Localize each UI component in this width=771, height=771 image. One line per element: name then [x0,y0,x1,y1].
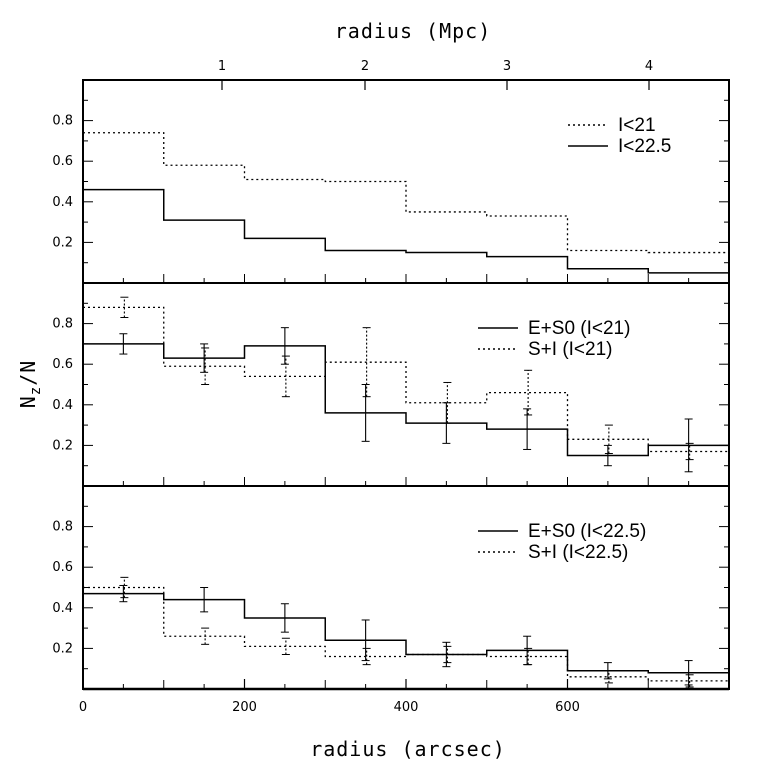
y-axis-tick-label: 0.8 [52,520,73,535]
x-axis-tick-label: 600 [555,700,580,715]
y-axis-title-main: N [16,395,40,408]
x-axis-title: radius (arcsec) [310,737,506,761]
legend-label: S+I (I<22.5) [528,542,628,563]
panel-1: 0.2 0.4 0.6 0.8 I<21I<22.5 [52,79,730,284]
panel-3: 0.2 0.4 0.6 0.8 E+S0 (I<22.5)S+I (I<22.5) [52,485,730,690]
top-axis-tick-label: 4 [645,59,653,74]
y-axis-tick-label: 0.8 [52,114,73,129]
series-line [83,132,729,254]
panel-frame [82,485,730,690]
y-axis-title-suffix: /N [16,360,40,386]
y-axis-tick-label: 0.2 [52,641,73,656]
x-axis-tick-label: 0 [79,700,87,715]
series-line [83,188,729,274]
top-axis-title: radius (Mpc) [335,19,492,43]
y-axis-tick-label: 0.6 [52,560,73,575]
series-line [83,592,729,674]
top-axis-tick-label: 3 [503,59,511,74]
y-axis-tick-label: 0.2 [52,438,73,453]
y-axis-tick-label: 0.6 [52,357,73,372]
series-line [83,306,729,453]
top-axis-tick-label: 2 [361,59,369,74]
legend-label: E+S0 (I<22.5) [528,521,646,542]
legend-label: I<22.5 [618,136,671,157]
panel-2: 0.2 0.4 0.6 0.8 E+S0 (I<21)S+I (I<21) [52,282,730,487]
legend-label: S+I (I<21) [528,339,613,360]
y-axis-tick-label: 0.4 [52,601,73,616]
top-axis-tick-label: 1 [218,59,226,74]
x-axis-tick-label: 200 [232,700,257,715]
y-axis-tick-label: 0.4 [52,398,73,413]
svg-text:Nz/N: Nz/N [16,360,44,409]
y-axis-tick-label: 0.4 [52,195,73,210]
y-axis-tick-label: 0.8 [52,317,73,332]
legend-label: E+S0 (I<21) [528,318,630,339]
x-axis-tick-label: 400 [394,700,419,715]
series-line [83,343,729,457]
y-axis-title-sub: z [28,386,44,395]
series-line [83,586,729,682]
legend-label: I<21 [618,115,656,136]
y-axis-tick-label: 0.2 [52,235,73,250]
y-axis-title: Nz/N [16,360,44,409]
y-axis-tick-label: 0.6 [52,154,73,169]
